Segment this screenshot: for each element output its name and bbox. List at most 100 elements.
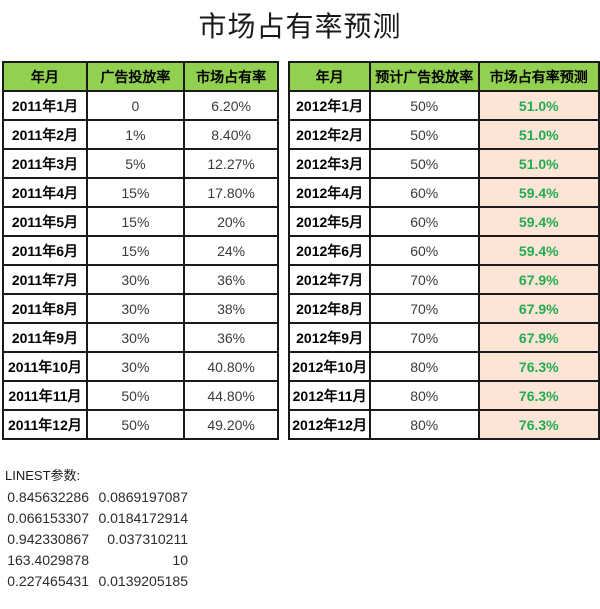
page-title: 市场占有率预测	[198, 11, 402, 42]
table-cell: 80%	[368, 351, 480, 382]
table-cell: 2011年3月	[2, 148, 88, 179]
table-cell: 2012年1月	[288, 90, 371, 121]
table-cell: 12.27%	[182, 148, 280, 179]
table-cell: 51.0%	[477, 90, 600, 121]
table-cell: 15%	[85, 235, 185, 266]
table-row: 2012年1月 50% 51.0%	[288, 90, 600, 121]
forecast-table-body: 2012年1月 50% 51.0% 2012年2月 50% 51.0% 2012年3月 50%…	[288, 90, 600, 440]
table-cell: 50%	[368, 148, 480, 179]
table-cell: 30%	[85, 351, 185, 382]
table-cell: 2012年11月	[288, 380, 371, 411]
table-cell: 15%	[85, 177, 185, 208]
table-cell: 60%	[368, 235, 480, 266]
history-table-body: 2011年1月 0 6.20% 2011年2月 1% 8.40% 2011年3月 5% 12.2…	[2, 90, 280, 440]
table-cell: 51.0%	[477, 119, 600, 150]
linest-value: 0.0184172914	[98, 510, 188, 526]
table-cell: 30%	[85, 322, 185, 353]
table-cell: 2012年10月	[288, 351, 371, 382]
table-row: 2012年11月 80% 76.3%	[288, 380, 600, 411]
table-cell: 2012年6月	[288, 235, 371, 266]
table-cell: 2012年2月	[288, 119, 371, 150]
linest-value: 0.0869197087	[98, 489, 188, 505]
column-header-share-forecast: 市场占有率预测	[477, 61, 600, 92]
linest-label: LINEST参数:	[5, 468, 81, 483]
table-cell: 2012年12月	[288, 409, 371, 440]
table-cell: 70%	[368, 264, 480, 295]
table-cell: 36%	[182, 322, 280, 353]
column-header-month: 年月	[2, 61, 88, 92]
forecast-header-row: 年月 预计广告投放率 市场占有率预测	[288, 61, 600, 92]
table-row: 2012年12月 80% 76.3%	[288, 409, 600, 440]
table-row: 2012年10月 80% 76.3%	[288, 351, 600, 382]
table-cell: 50%	[368, 119, 480, 150]
table-cell: 2011年11月	[2, 380, 88, 411]
table-cell: 60%	[368, 177, 480, 208]
table-cell: 50%	[368, 90, 480, 121]
table-cell: 36%	[182, 264, 280, 295]
table-cell: 44.80%	[182, 380, 280, 411]
table-cell: 2011年2月	[2, 119, 88, 150]
table-cell: 80%	[368, 409, 480, 440]
table-cell: 2011年9月	[2, 322, 88, 353]
table-cell: 67.9%	[477, 293, 600, 324]
table-row: 2012年3月 50% 51.0%	[288, 148, 600, 179]
table-cell: 0	[85, 90, 185, 121]
table-row: 2012年6月 60% 59.4%	[288, 235, 600, 266]
table-cell: 2011年1月	[2, 90, 88, 121]
table-cell: 80%	[368, 380, 480, 411]
history-header-row: 年月 广告投放率 市场占有率	[2, 61, 280, 92]
table-cell: 1%	[85, 119, 185, 150]
table-cell: 2012年5月	[288, 206, 371, 237]
linest-value: 10	[172, 552, 188, 568]
column-header-market-share: 市场占有率	[182, 61, 280, 92]
table-cell: 76.3%	[477, 409, 600, 440]
table-cell: 60%	[368, 206, 480, 237]
table-cell: 49.20%	[182, 409, 280, 440]
table-cell: 59.4%	[477, 177, 600, 208]
table-cell: 76.3%	[477, 380, 600, 411]
table-row: 2012年8月 70% 67.9%	[288, 293, 600, 324]
table-row: 2011年11月 50% 44.80%	[2, 380, 280, 411]
table-cell: 67.9%	[477, 322, 600, 353]
table-cell: 59.4%	[477, 235, 600, 266]
table-cell: 2011年7月	[2, 264, 88, 295]
table-row: 2012年2月 50% 51.0%	[288, 119, 600, 150]
table-row: 2011年6月 15% 24%	[2, 235, 280, 266]
linest-section: LINEST参数: 0.845632286 0.0869197087 0.066…	[5, 465, 600, 589]
table-row: 2011年3月 5% 12.27%	[2, 148, 280, 179]
table-cell: 40.80%	[182, 351, 280, 382]
table-cell: 20%	[182, 206, 280, 237]
table-row: 2011年7月 30% 36%	[2, 264, 280, 295]
column-header-planned-ad-rate: 预计广告投放率	[368, 61, 480, 92]
table-cell: 2011年5月	[2, 206, 88, 237]
table-cell: 38%	[182, 293, 280, 324]
table-cell: 6.20%	[182, 90, 280, 121]
table-row: 2011年8月 30% 38%	[2, 293, 280, 324]
table-cell: 2012年4月	[288, 177, 371, 208]
table-cell: 67.9%	[477, 264, 600, 295]
linest-value: 0.942330867	[7, 531, 89, 547]
linest-value: 0.0139205185	[98, 573, 188, 589]
table-row: 2012年9月 70% 67.9%	[288, 322, 600, 353]
linest-values-grid: 0.845632286 0.0869197087 0.066153307 0.0…	[5, 490, 188, 589]
table-cell: 2011年10月	[2, 351, 88, 382]
table-cell: 2011年8月	[2, 293, 88, 324]
table-cell: 5%	[85, 148, 185, 179]
table-row: 2011年5月 15% 20%	[2, 206, 280, 237]
table-cell: 70%	[368, 293, 480, 324]
table-cell: 59.4%	[477, 206, 600, 237]
table-cell: 50%	[85, 380, 185, 411]
table-cell: 24%	[182, 235, 280, 266]
spreadsheet-page: 市场占有率预测 年月 广告投放率 市场占有率 2011年1月 0 6.20% 2011…	[2, 11, 600, 589]
table-cell: 2012年9月	[288, 322, 371, 353]
table-row: 2011年1月 0 6.20%	[2, 90, 280, 121]
table-row: 2012年4月 60% 59.4%	[288, 177, 600, 208]
table-cell: 2011年12月	[2, 409, 88, 440]
linest-value: 0.066153307	[7, 510, 89, 526]
table-cell: 2012年8月	[288, 293, 371, 324]
table-row: 2011年2月 1% 8.40%	[2, 119, 280, 150]
table-cell: 30%	[85, 264, 185, 295]
table-cell: 76.3%	[477, 351, 600, 382]
table-cell: 8.40%	[182, 119, 280, 150]
forecast-table: 年月 预计广告投放率 市场占有率预测 2012年1月 50% 51.0% 2012年2…	[288, 61, 600, 440]
